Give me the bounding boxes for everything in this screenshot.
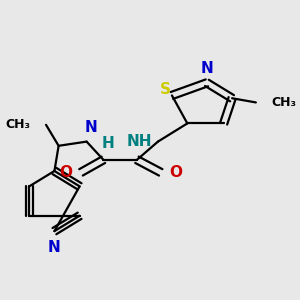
Text: N: N (48, 239, 61, 254)
Text: O: O (60, 165, 73, 180)
Text: H: H (101, 136, 114, 151)
Text: CH₃: CH₃ (271, 96, 296, 109)
Text: NH: NH (127, 134, 152, 149)
Text: O: O (169, 165, 182, 180)
Text: N: N (84, 120, 97, 135)
Text: N: N (200, 61, 213, 76)
Text: CH₃: CH₃ (6, 118, 31, 131)
Text: S: S (159, 82, 170, 97)
